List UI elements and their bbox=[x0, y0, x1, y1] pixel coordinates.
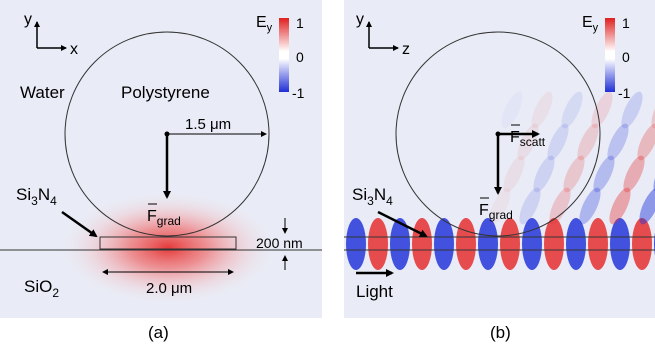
field-lobe bbox=[610, 218, 630, 270]
panel-b-colorbar-mid: 0 bbox=[622, 49, 630, 65]
field-lobe bbox=[577, 123, 599, 161]
field-lobe bbox=[500, 218, 520, 270]
panel-a-substrate-label: SiO2 bbox=[24, 277, 59, 300]
panel-a-width-label: 2.0 μm bbox=[146, 280, 192, 297]
field-lobe bbox=[623, 155, 645, 193]
panel-a-waveguide-label: Si3N4 bbox=[16, 185, 57, 208]
field-lobe bbox=[563, 155, 585, 193]
panel-a-grad-force-label: Fgrad bbox=[147, 208, 181, 228]
field-lobe bbox=[609, 187, 631, 225]
panel-b-axis-indicator: y z bbox=[356, 11, 410, 58]
field-lobe bbox=[593, 155, 615, 193]
panel-a-colorbar-min: -1 bbox=[292, 85, 305, 101]
panel-a-polystyrene-label: Polystyrene bbox=[121, 83, 210, 102]
panel-b-axis-y-label: y bbox=[356, 11, 364, 28]
panel-b-waveguide-pointer bbox=[377, 210, 428, 238]
panel-a: y x Ey 1 0 -1 Water Polystyrene 1.5 μm F… bbox=[0, 0, 322, 318]
field-lobe bbox=[456, 218, 476, 270]
field-lobe bbox=[519, 187, 541, 225]
panel-a-polystyrene-sphere bbox=[64, 31, 270, 237]
panel-b-colorbar-min: -1 bbox=[618, 85, 631, 101]
field-lobe bbox=[346, 218, 366, 270]
field-lobe bbox=[561, 91, 583, 129]
panel-a-height-label: 200 nm bbox=[256, 235, 303, 251]
panel-a-radius-label: 1.5 μm bbox=[185, 116, 231, 133]
field-lobe bbox=[544, 218, 564, 270]
panel-a-axis-y-label: y bbox=[24, 11, 32, 28]
panel-b-grad-force-label: Fgrad bbox=[479, 202, 513, 222]
field-lobe bbox=[489, 187, 511, 225]
field-lobe bbox=[390, 218, 410, 270]
field-lobe bbox=[579, 187, 601, 225]
field-lobe bbox=[549, 187, 571, 225]
field-lobe bbox=[607, 123, 629, 161]
field-lobe bbox=[588, 218, 608, 270]
panel-b-colorbar: Ey 1 0 -1 bbox=[582, 14, 631, 101]
panel-a-waveguide-pointer bbox=[61, 210, 98, 238]
panel-b-light-label: Light bbox=[356, 282, 393, 301]
field-lobe bbox=[591, 91, 613, 129]
field-lobe bbox=[621, 91, 643, 129]
field-lobe bbox=[412, 218, 432, 270]
panel-a-waveguide bbox=[99, 236, 237, 250]
panel-b-colorbar-title: Ey bbox=[582, 14, 599, 34]
panel-b-waveguide-label: Si3N4 bbox=[352, 185, 393, 208]
field-lobe bbox=[503, 155, 525, 193]
field-lobe bbox=[368, 218, 388, 270]
field-lobe bbox=[566, 218, 586, 270]
panel-b-axis-z-label: z bbox=[402, 41, 410, 58]
field-lobe bbox=[547, 123, 569, 161]
panel-a-water-label: Water bbox=[20, 83, 65, 102]
panel-a-colorbar-title: Ey bbox=[256, 14, 273, 34]
field-lobe bbox=[533, 155, 555, 193]
panel-a-colorbar: Ey 1 0 -1 bbox=[256, 14, 305, 101]
panel-b-caption: (b) bbox=[490, 323, 511, 342]
field-lobe bbox=[478, 218, 498, 270]
panel-a-colorbar-mid: 0 bbox=[296, 49, 304, 65]
field-lobe bbox=[434, 218, 454, 270]
field-lobe bbox=[531, 91, 553, 129]
field-lobe bbox=[637, 123, 655, 161]
panel-a-colorbar-max: 1 bbox=[296, 15, 304, 31]
field-lobe bbox=[632, 218, 652, 270]
panel-b-colorbar-max: 1 bbox=[622, 15, 630, 31]
panel-b-polystyrene-sphere bbox=[395, 31, 601, 237]
panel-b-scatt-force-label: Fscatt bbox=[510, 129, 546, 149]
panel-b: y z Ey 1 0 -1 Fscatt Fgrad Si3N4 Light bbox=[344, 0, 655, 318]
panel-a-axis-indicator: y x bbox=[24, 11, 78, 58]
panel-a-axis-x-label: x bbox=[70, 41, 78, 58]
field-lobe bbox=[522, 218, 542, 270]
field-lobe bbox=[639, 187, 655, 225]
panel-a-caption: (a) bbox=[148, 323, 169, 342]
